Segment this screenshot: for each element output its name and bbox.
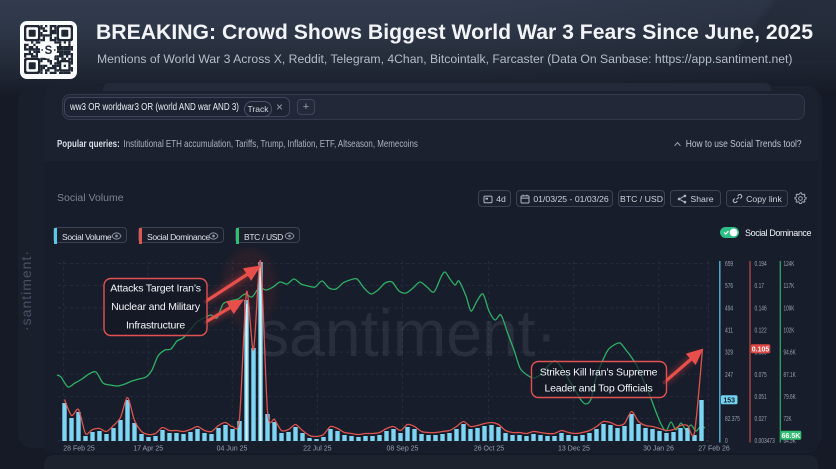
svg-text:0: 0 — [725, 438, 728, 445]
svg-text:Infrastructure: Infrastructure — [126, 320, 185, 332]
svg-text:87.1K: 87.1K — [784, 372, 796, 379]
svg-text:66.5K: 66.5K — [782, 433, 801, 440]
svg-text:0.17: 0.17 — [755, 283, 765, 290]
svg-text:Strikes Kill Iran’s Supreme: Strikes Kill Iran’s Supreme — [540, 367, 658, 379]
svg-text:0.122: 0.122 — [755, 327, 767, 334]
svg-text:494: 494 — [725, 305, 733, 312]
svg-text:Attacks Target Iran’s: Attacks Target Iran’s — [110, 283, 201, 295]
svg-text:576: 576 — [725, 283, 733, 290]
svg-text:329: 329 — [725, 350, 733, 357]
svg-text:0.146: 0.146 — [755, 305, 767, 312]
svg-text:79.6K: 79.6K — [784, 394, 796, 401]
svg-text:04 Jun 25: 04 Jun 25 — [217, 446, 248, 453]
svg-text:82.375: 82.375 — [725, 416, 740, 423]
svg-text:0.105: 0.105 — [752, 346, 770, 353]
svg-text:247: 247 — [725, 372, 733, 379]
svg-text:102K: 102K — [784, 327, 795, 334]
svg-text:0.003473: 0.003473 — [755, 438, 775, 445]
svg-text:08 Sep 25: 08 Sep 25 — [387, 446, 419, 453]
svg-text:Leader and Top Officials: Leader and Top Officials — [544, 383, 652, 395]
svg-text:411: 411 — [725, 327, 733, 334]
svg-text:17 Apr 25: 17 Apr 25 — [133, 446, 163, 453]
svg-text:·santiment·: ·santiment· — [18, 250, 34, 331]
svg-text:santiment·: santiment· — [257, 296, 557, 370]
svg-text:S: S — [45, 45, 53, 57]
svg-text:30 Jan 26: 30 Jan 26 — [643, 446, 674, 453]
svg-text:0.075: 0.075 — [755, 372, 767, 379]
svg-text:72K: 72K — [784, 416, 792, 423]
svg-text:27 Feb 26: 27 Feb 26 — [698, 446, 730, 453]
svg-text:94.6K: 94.6K — [784, 350, 796, 357]
svg-text:124K: 124K — [784, 261, 795, 268]
svg-text:109K: 109K — [784, 305, 795, 312]
svg-text:0.194: 0.194 — [755, 261, 767, 268]
svg-text:28 Feb 25: 28 Feb 25 — [63, 446, 95, 453]
svg-text:22 Jul 25: 22 Jul 25 — [303, 446, 332, 453]
svg-text:153: 153 — [723, 397, 735, 404]
svg-text:26 Oct 25: 26 Oct 25 — [474, 446, 504, 453]
svg-text:Nuclear and Military: Nuclear and Military — [111, 301, 201, 313]
svg-text:0.051: 0.051 — [755, 394, 767, 401]
svg-text:117K: 117K — [784, 283, 795, 290]
svg-text:13 Dec 25: 13 Dec 25 — [558, 446, 590, 453]
svg-text:659: 659 — [725, 261, 733, 268]
svg-text:0.027: 0.027 — [755, 416, 767, 423]
svg-text:64.5K: 64.5K — [784, 438, 796, 445]
